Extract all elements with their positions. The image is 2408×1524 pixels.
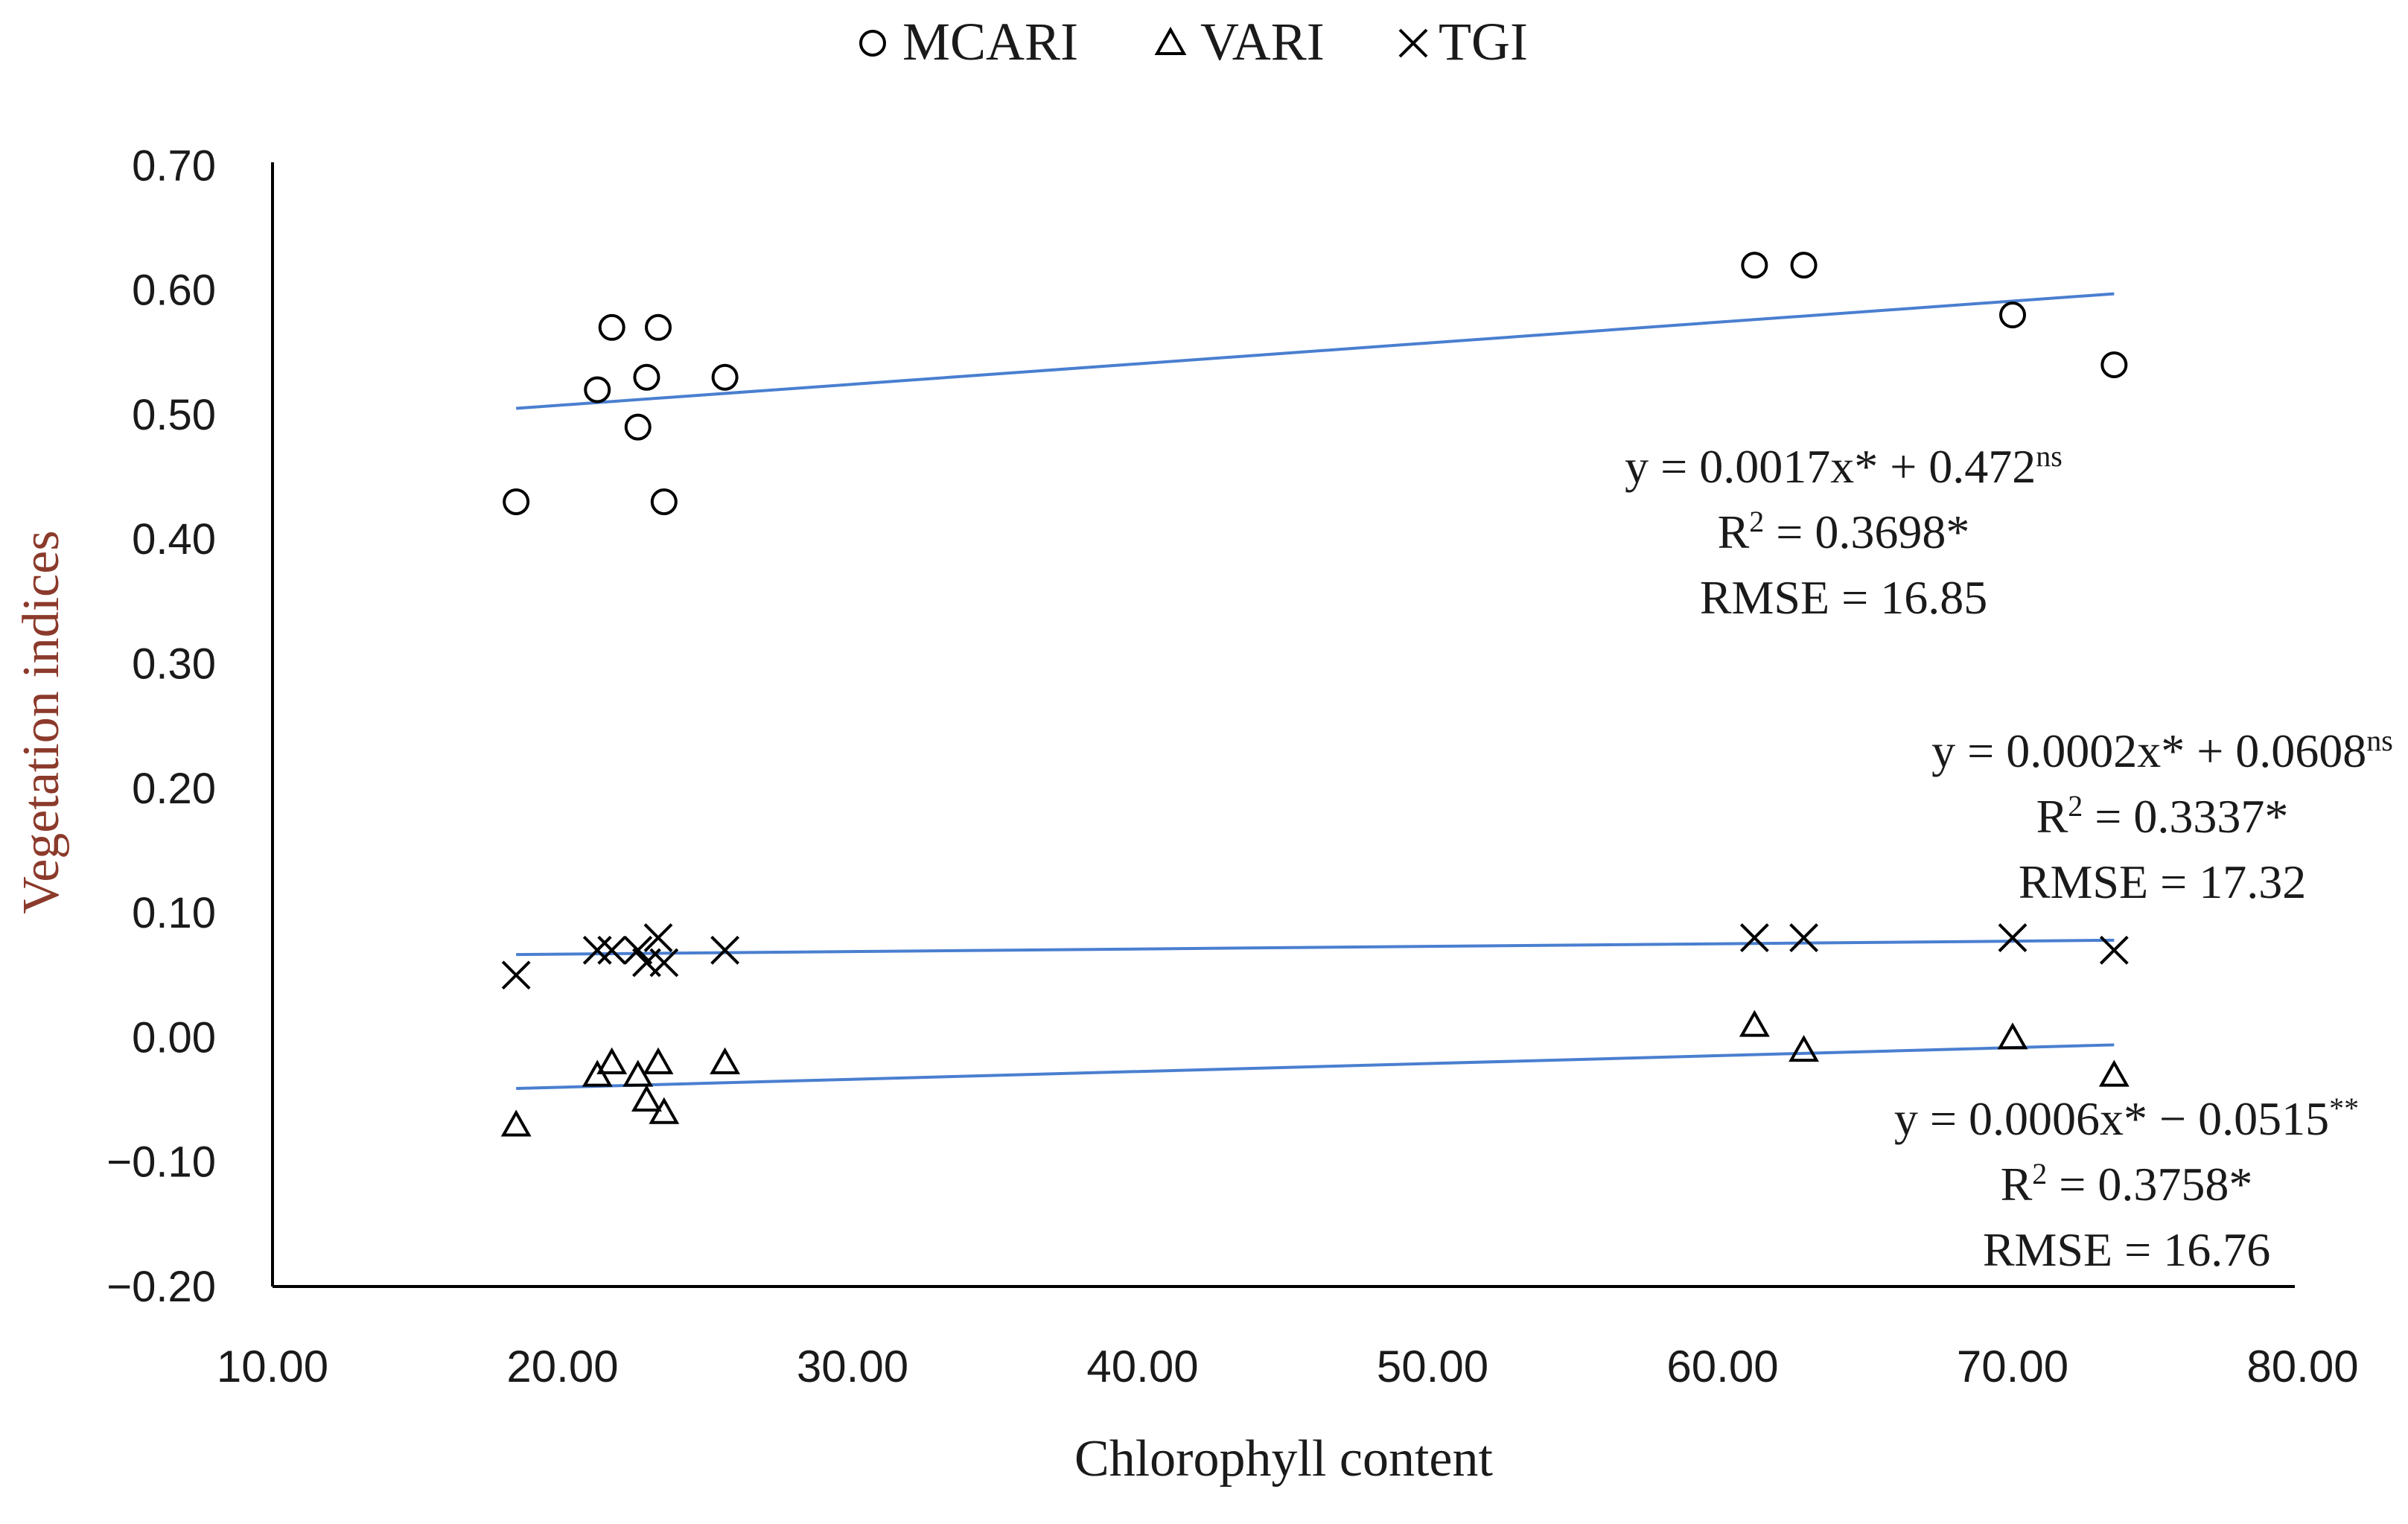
point-tgi: [623, 935, 653, 965]
point-mcari: [633, 363, 660, 391]
point-vari: [643, 1047, 674, 1074]
trendlines: [516, 292, 2115, 1090]
point-tgi: [597, 935, 627, 965]
equation-mcari-sup: ns: [2036, 439, 2063, 473]
r2-mcari-post: = 0.3698*: [1764, 506, 1969, 558]
point-mcari: [584, 376, 611, 404]
data-points: [500, 252, 2130, 1137]
point-mcari: [624, 413, 652, 441]
point-tgi: [501, 960, 531, 990]
y-tick-label: 0.60: [132, 267, 216, 315]
point-mcari: [1741, 252, 1768, 279]
r2-tgi: R2 = 0.3337*: [2036, 789, 2289, 843]
y-tick-label: 0.70: [132, 141, 216, 190]
point-tgi: [582, 935, 612, 965]
y-tick-labels: 0.70 0.60 0.50 0.40 0.30 0.20 0.10 0.00 −0.10 −0.…: [106, 141, 216, 1311]
equation-mcari: y = 0.0017x* + 0.472ns: [1625, 439, 2063, 493]
y-tick-label: 0.30: [132, 640, 216, 689]
r2-vari-sup: 2: [2032, 1157, 2047, 1190]
r2-tgi-sup: 2: [2068, 789, 2083, 823]
point-vari: [1739, 1010, 1770, 1037]
x-tick-label: 20.00: [506, 1342, 618, 1391]
equation-vari-main: y = 0.0006x* − 0.0515: [1894, 1092, 2329, 1145]
r2-vari-pre: R: [2001, 1158, 2033, 1211]
r2-tgi-post: = 0.3337*: [2083, 790, 2288, 843]
point-mcari: [1999, 302, 2026, 329]
legend-marker-mcari: [859, 30, 886, 57]
equation-vari: y = 0.0006x* − 0.0515**: [1894, 1091, 2359, 1145]
y-tick-label: 0.50: [132, 391, 216, 439]
point-vari: [1997, 1022, 2028, 1050]
y-tick-label: 0.40: [132, 515, 216, 564]
legend-label-tgi: TGI: [1439, 12, 1528, 71]
rmse-tgi: RMSE = 17.32: [2019, 855, 2306, 908]
point-mcari: [503, 488, 530, 516]
annotation-tgi: y = 0.0002x* + 0.0608ns R2 = 0.3337* RMS…: [1931, 724, 2393, 908]
point-tgi: [1789, 923, 1818, 952]
y-tick-label: 0.20: [132, 765, 216, 813]
equation-tgi-main: y = 0.0002x* + 0.0608: [1931, 724, 2366, 777]
point-mcari: [2100, 351, 2128, 378]
point-mcari: [598, 313, 625, 341]
equation-tgi: y = 0.0002x* + 0.0608ns: [1931, 724, 2393, 777]
y-tick-label: 0.00: [132, 1013, 216, 1062]
r2-vari: R2 = 0.3758*: [2001, 1157, 2253, 1211]
point-tgi: [649, 948, 679, 978]
x-tick-label: 80.00: [2246, 1342, 2358, 1391]
legend-label-vari: VARI: [1200, 12, 1325, 71]
point-vari: [710, 1047, 741, 1074]
y-axis-title: Vegetation indices: [13, 530, 70, 914]
equation-tgi-sup: ns: [2366, 724, 2393, 757]
trendline-tgi: [516, 938, 2115, 957]
equation-vari-sup: **: [2329, 1091, 2359, 1125]
x-tick-labels: 10.00 20.00 30.00 40.00 50.00 60.00 70.00 80.00: [217, 1342, 2359, 1391]
trendline-vari: [516, 1043, 2115, 1090]
point-mcari: [650, 488, 678, 516]
rmse-mcari: RMSE = 16.85: [1700, 571, 1987, 624]
r2-mcari-sup: 2: [1749, 505, 1764, 538]
x-tick-label: 60.00: [1666, 1342, 1778, 1391]
y-tick-label: −0.20: [106, 1263, 216, 1311]
legend-marker-tgi: [1398, 28, 1428, 58]
annotation-vari: y = 0.0006x* − 0.0515** R2 = 0.3758* RMS…: [1894, 1091, 2359, 1276]
point-vari: [2098, 1059, 2130, 1087]
legend-marker-vari: [1154, 26, 1187, 55]
x-tick-label: 30.00: [797, 1342, 908, 1391]
point-tgi: [1998, 923, 2028, 952]
point-tgi: [710, 935, 740, 965]
r2-mcari: R2 = 0.3698*: [1718, 505, 1970, 558]
r2-mcari-pre: R: [1718, 506, 1750, 558]
x-tick-label: 50.00: [1377, 1342, 1488, 1391]
point-mcari: [645, 313, 672, 341]
point-vari: [500, 1109, 532, 1137]
rmse-vari: RMSE = 16.76: [1983, 1223, 2270, 1276]
point-tgi: [643, 923, 673, 952]
point-tgi: [1739, 923, 1769, 952]
point-vari: [631, 1084, 662, 1112]
point-tgi: [2099, 935, 2129, 965]
x-tick-label: 70.00: [1957, 1342, 2068, 1391]
x-tick-label: 10.00: [217, 1342, 328, 1391]
r2-tgi-pre: R: [2036, 790, 2068, 843]
point-mcari: [1790, 252, 1818, 279]
y-tick-label: 0.10: [132, 889, 216, 937]
equation-mcari-main: y = 0.0017x* + 0.472: [1625, 440, 2036, 493]
trendline-mcari: [516, 292, 2115, 410]
point-vari: [596, 1047, 628, 1074]
x-axis-title: Chlorophyll content: [1074, 1430, 1493, 1488]
point-vari: [649, 1097, 680, 1124]
point-mcari: [711, 363, 739, 391]
r2-vari-post: = 0.3758*: [2047, 1158, 2252, 1211]
annotation-mcari: y = 0.0017x* + 0.472ns R2 = 0.3698* RMSE…: [1625, 439, 2063, 624]
legend-label-mcari: MCARI: [902, 12, 1078, 71]
point-vari: [1789, 1035, 1819, 1062]
x-tick-label: 40.00: [1086, 1342, 1198, 1391]
legend: MCARI VARI TGI: [859, 12, 1528, 71]
y-tick-label: −0.10: [106, 1138, 216, 1187]
